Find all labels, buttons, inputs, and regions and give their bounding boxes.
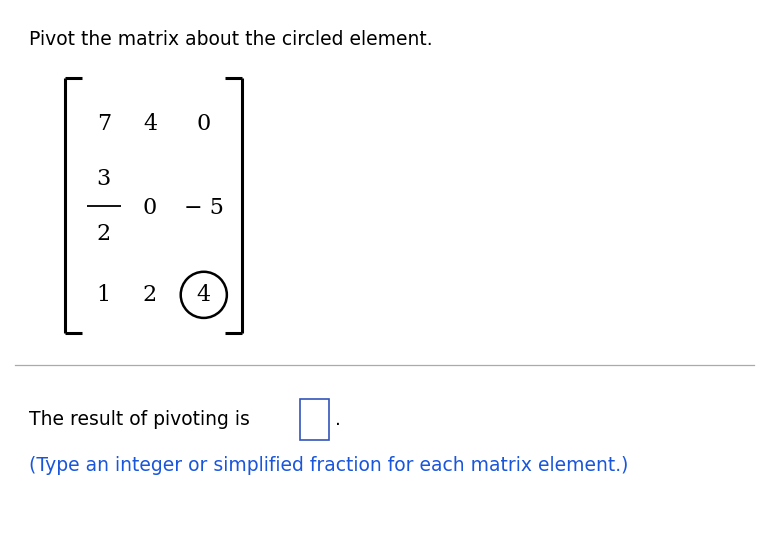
Text: Pivot the matrix about the circled element.: Pivot the matrix about the circled eleme… xyxy=(29,30,433,49)
Text: 1: 1 xyxy=(97,284,111,306)
Text: 4: 4 xyxy=(143,114,157,135)
FancyBboxPatch shape xyxy=(300,399,329,439)
Text: .: . xyxy=(335,410,341,429)
Text: 7: 7 xyxy=(97,114,111,135)
Text: 2: 2 xyxy=(143,284,157,306)
Text: 0: 0 xyxy=(143,197,157,219)
Text: − 5: − 5 xyxy=(184,197,224,219)
Text: 4: 4 xyxy=(197,284,211,306)
Text: 2: 2 xyxy=(97,223,111,245)
Text: 3: 3 xyxy=(97,168,111,189)
Text: (Type an integer or simplified fraction for each matrix element.): (Type an integer or simplified fraction … xyxy=(29,456,628,475)
Text: 0: 0 xyxy=(197,114,211,135)
Text: The result of pivoting is: The result of pivoting is xyxy=(29,410,250,429)
